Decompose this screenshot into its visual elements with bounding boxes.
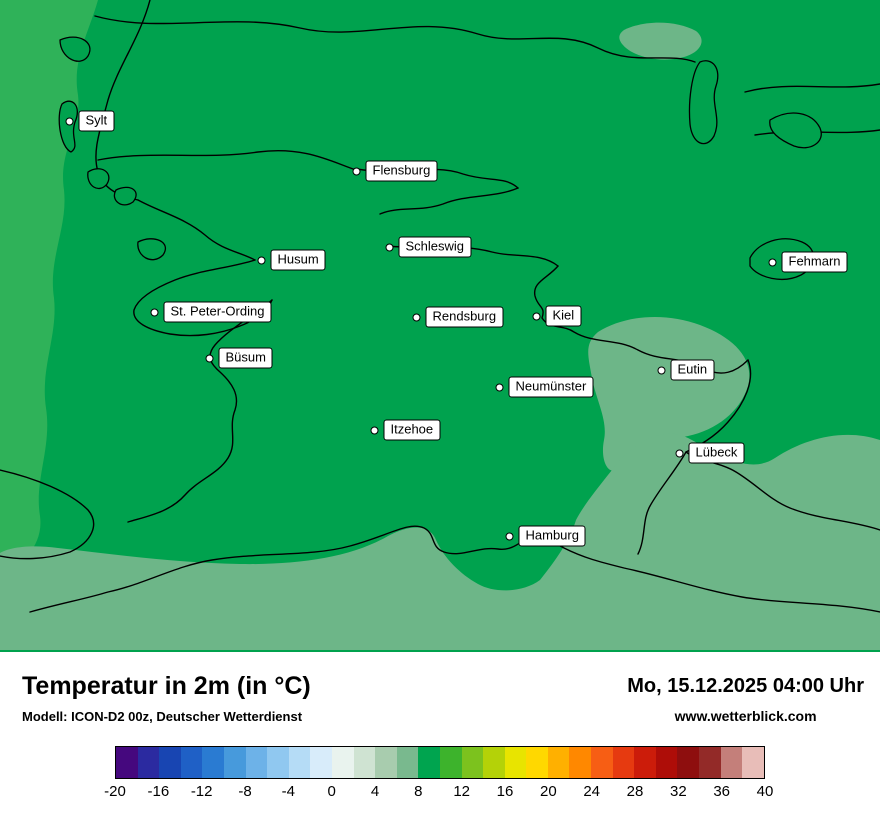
colorbar-tick-label: 28 <box>626 783 644 800</box>
temperature-band-east <box>588 316 750 471</box>
forecast-datetime: Mo, 15.12.2025 04:00 Uhr <box>627 675 864 697</box>
colorbar-segments <box>115 746 765 779</box>
colorbar-tick-label: 12 <box>453 783 470 800</box>
colorbar-segment <box>634 747 656 778</box>
temperature-band-west <box>0 0 98 578</box>
island-amrum <box>113 186 137 206</box>
colorbar-tick-label: -16 <box>147 783 170 800</box>
colorbar-segment <box>396 747 419 778</box>
colorbar-segment <box>418 747 440 778</box>
colorbar-segment <box>699 747 721 778</box>
colorbar-segment <box>612 747 635 778</box>
island-roemoe <box>59 36 91 62</box>
colorbar-segment <box>223 747 246 778</box>
coastline-husum <box>137 199 256 261</box>
coastline-top-right <box>744 83 880 93</box>
island-als <box>688 60 719 145</box>
website-text: www.wetterblick.com <box>674 708 817 724</box>
colorbar-segment <box>504 747 527 778</box>
colorbar-tick-label: 32 <box>669 783 687 800</box>
island-aeroe <box>769 112 822 149</box>
colorbar-segment <box>375 747 397 778</box>
colorbar-segment <box>547 747 570 778</box>
island-nordstrand <box>137 238 166 261</box>
colorbar-segment <box>331 747 354 778</box>
colorbar-segment <box>288 747 311 778</box>
temperature-band-south <box>0 433 880 650</box>
coastline-elbe-estuary <box>0 469 95 560</box>
footer-left: Temperatur in 2m (in °C) Modell: ICON-D2… <box>22 672 311 724</box>
map-area: Sylt Flensburg Schleswig Husum Fehmarn St. Pe… <box>0 0 880 652</box>
colorbar-tick-label: -4 <box>281 783 295 800</box>
colorbar-tick-label: -20 <box>104 783 126 800</box>
coastline-luebeck-bay <box>685 359 880 531</box>
colorbar-tick-label: 24 <box>583 783 600 800</box>
coastline-angeln <box>379 187 519 215</box>
colorbar-segment <box>310 747 332 778</box>
colorbar-segment <box>116 747 138 778</box>
border-denmark <box>97 150 357 171</box>
colorbar-segment <box>180 747 203 778</box>
footer-right: Mo, 15.12.2025 04:00 Uhr www.wetterblick… <box>627 672 864 724</box>
colorbar-segment <box>742 747 764 778</box>
colorbar-segment <box>483 747 505 778</box>
colorbar-tick-label: 0 <box>327 783 336 800</box>
colorbar-segment <box>353 747 376 778</box>
colorbar-tick-label: -8 <box>238 783 252 800</box>
colorbar-segment <box>439 747 462 778</box>
colorbar-tick-label: 4 <box>370 783 380 800</box>
island-sylt <box>58 100 78 153</box>
colorbar-segment <box>461 747 484 778</box>
footer: Temperatur in 2m (in °C) Modell: ICON-D2… <box>0 652 880 830</box>
elbe-river <box>29 525 880 613</box>
map-title: Temperatur in 2m (in °C) <box>22 672 311 700</box>
colorbar-tick-label: 16 <box>496 783 514 800</box>
colorbar-segment <box>720 747 743 778</box>
colorbar-tick-label: 36 <box>713 783 730 800</box>
colorbar-segment <box>569 747 592 778</box>
colorbar-segment <box>655 747 678 778</box>
colorbar-tick-label: 40 <box>756 783 774 800</box>
temperature-patch-northeast <box>619 22 702 60</box>
colorbar-segment <box>202 747 224 778</box>
colorbar-segment <box>591 747 613 778</box>
colorbar-segment <box>159 747 181 778</box>
colorbar-ticks: -20 -16 -12 -8 -4 0 4 8 12 16 20 24 28 32 36 40 <box>104 783 773 805</box>
colorbar-segment <box>137 747 160 778</box>
island-foehr <box>87 168 110 189</box>
coastline-eiderstedt <box>133 259 273 337</box>
map-svg <box>0 0 880 652</box>
colorbar-segment <box>267 747 289 778</box>
colorbar-tick-label: 20 <box>539 783 557 800</box>
border-mecklenburg <box>637 451 687 555</box>
colorbar: -20 -16 -12 -8 -4 0 4 8 12 16 20 24 28 32 36 40 <box>104 746 773 805</box>
coastline-danish-fjords <box>94 15 696 63</box>
colorbar-tick-label: 8 <box>414 783 423 800</box>
colorbar-segment <box>245 747 268 778</box>
footer-header: Temperatur in 2m (in °C) Modell: ICON-D2… <box>0 652 880 724</box>
coastline-dithmarschen <box>127 299 273 523</box>
model-info: Modell: ICON-D2 00z, Deutscher Wetterdie… <box>22 709 303 724</box>
colorbar-segment <box>526 747 548 778</box>
colorbar-tick-label: -12 <box>190 783 213 800</box>
colorbar-segment <box>677 747 700 778</box>
